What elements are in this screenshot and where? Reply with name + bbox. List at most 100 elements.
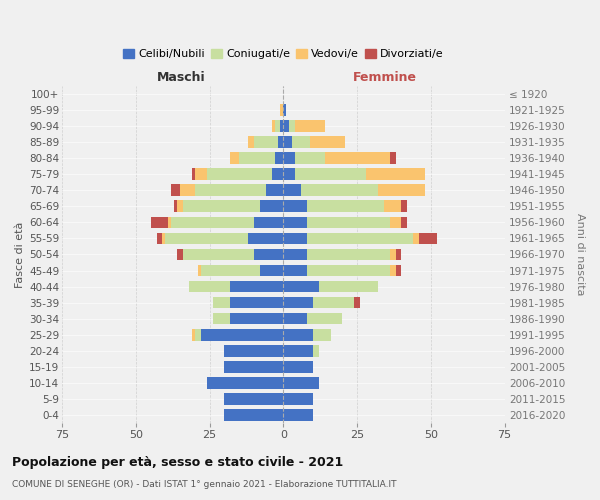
Bar — [195, 184, 266, 196]
Bar — [198, 264, 201, 276]
Bar — [239, 152, 275, 164]
Bar — [289, 120, 295, 132]
Bar — [389, 264, 395, 276]
Bar — [207, 377, 283, 388]
Bar — [224, 345, 283, 356]
Bar — [212, 297, 230, 308]
Bar — [201, 329, 283, 340]
Text: COMUNE DI SENEGHE (OR) - Dati ISTAT 1° gennaio 2021 - Elaborazione TUTTITALIA.IT: COMUNE DI SENEGHE (OR) - Dati ISTAT 1° g… — [12, 480, 397, 489]
Bar — [230, 281, 283, 292]
Bar — [313, 329, 331, 340]
Bar — [283, 248, 307, 260]
Bar — [319, 281, 378, 292]
Bar — [260, 200, 283, 212]
Bar — [283, 297, 313, 308]
Bar — [212, 313, 230, 324]
Bar — [166, 232, 248, 244]
Text: Femmine: Femmine — [353, 71, 417, 84]
Bar — [283, 313, 307, 324]
Bar — [283, 152, 295, 164]
Bar — [230, 297, 283, 308]
Bar — [295, 152, 325, 164]
Bar — [248, 136, 254, 148]
Bar — [151, 216, 169, 228]
Bar — [307, 232, 413, 244]
Text: Popolazione per età, sesso e stato civile - 2021: Popolazione per età, sesso e stato civil… — [12, 456, 343, 469]
Bar — [395, 248, 401, 260]
Bar — [283, 136, 292, 148]
Bar — [283, 281, 319, 292]
Bar — [207, 168, 272, 180]
Bar — [280, 120, 283, 132]
Bar — [192, 329, 195, 340]
Bar — [275, 120, 280, 132]
Bar — [283, 104, 286, 116]
Bar — [272, 120, 275, 132]
Bar — [189, 281, 230, 292]
Bar — [354, 297, 360, 308]
Bar — [313, 297, 354, 308]
Bar — [254, 216, 283, 228]
Bar — [201, 264, 260, 276]
Bar — [283, 120, 289, 132]
Bar — [295, 168, 366, 180]
Bar — [230, 313, 283, 324]
Bar — [283, 264, 307, 276]
Bar — [395, 264, 401, 276]
Bar — [174, 200, 177, 212]
Bar — [248, 232, 283, 244]
Bar — [310, 136, 346, 148]
Bar — [183, 200, 260, 212]
Bar — [283, 168, 295, 180]
Bar — [307, 264, 389, 276]
Bar — [283, 361, 313, 372]
Bar — [172, 216, 254, 228]
Bar — [378, 184, 425, 196]
Bar — [401, 216, 407, 228]
Bar — [224, 393, 283, 404]
Bar — [254, 248, 283, 260]
Bar — [283, 216, 307, 228]
Bar — [195, 329, 201, 340]
Bar — [419, 232, 437, 244]
Bar — [325, 152, 389, 164]
Bar — [192, 168, 195, 180]
Bar — [172, 184, 180, 196]
Bar — [195, 168, 207, 180]
Bar — [283, 329, 313, 340]
Bar — [266, 184, 283, 196]
Bar — [307, 313, 343, 324]
Bar — [366, 168, 425, 180]
Bar — [224, 361, 283, 372]
Bar — [254, 136, 278, 148]
Bar — [275, 152, 283, 164]
Bar — [230, 152, 239, 164]
Legend: Celibi/Nubili, Coniugati/e, Vedovi/e, Divorziati/e: Celibi/Nubili, Coniugati/e, Vedovi/e, Di… — [118, 44, 448, 64]
Bar — [413, 232, 419, 244]
Bar — [283, 200, 307, 212]
Bar — [401, 200, 407, 212]
Bar — [157, 232, 163, 244]
Y-axis label: Anni di nascita: Anni di nascita — [575, 213, 585, 296]
Bar — [307, 216, 389, 228]
Bar — [278, 136, 283, 148]
Bar — [292, 136, 310, 148]
Y-axis label: Fasce di età: Fasce di età — [15, 222, 25, 288]
Bar — [301, 184, 378, 196]
Bar — [389, 248, 395, 260]
Bar — [283, 184, 301, 196]
Bar — [177, 200, 183, 212]
Bar — [224, 409, 283, 421]
Bar — [307, 200, 384, 212]
Bar — [280, 104, 283, 116]
Bar — [177, 248, 183, 260]
Bar — [295, 120, 325, 132]
Bar — [307, 248, 389, 260]
Bar — [283, 232, 307, 244]
Bar — [389, 216, 401, 228]
Bar — [283, 409, 313, 421]
Bar — [283, 377, 319, 388]
Bar — [260, 264, 283, 276]
Bar — [272, 168, 283, 180]
Bar — [163, 232, 166, 244]
